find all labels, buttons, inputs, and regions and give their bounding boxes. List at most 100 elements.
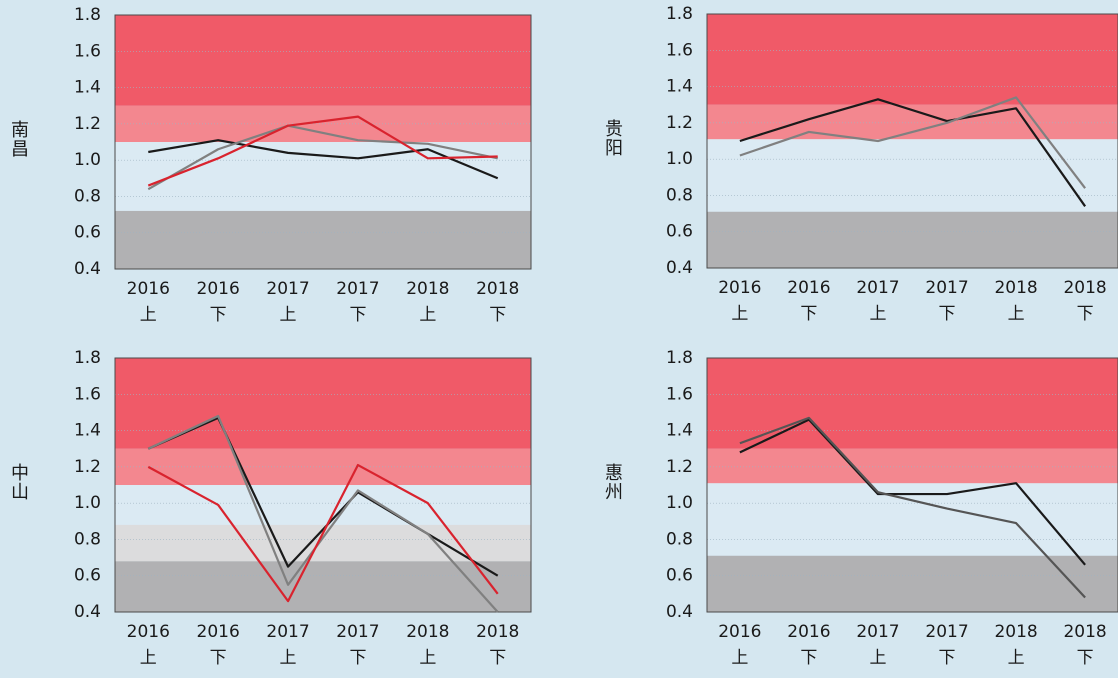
y-tick-label: 1.0 (74, 150, 101, 170)
y-tick-label: 1.6 (74, 41, 101, 61)
series-line (739, 98, 1087, 207)
x-tick-label: 2016 (718, 622, 761, 642)
x-tick-label: 2018 (1063, 278, 1106, 298)
series-line (147, 416, 499, 577)
y-tick-label: 0.6 (666, 566, 693, 586)
y-tick-label: 0.6 (666, 222, 693, 242)
series-line (147, 414, 499, 613)
band (115, 210, 531, 269)
x-tick-label: 2017 (925, 622, 968, 642)
y-tick-label: 0.8 (666, 529, 693, 549)
y-tick-label: 1.2 (666, 113, 693, 133)
x-tick-label: 2016 (197, 279, 240, 299)
y-tick-label: 0.4 (74, 602, 101, 622)
x-tick-label: 2018 (994, 278, 1037, 298)
x-tick-label: 上 (140, 648, 157, 668)
series-line (739, 418, 1086, 566)
x-tick-label: 2017 (925, 278, 968, 298)
y-tick-label: 0.8 (74, 186, 101, 206)
x-tick-label: 上 (869, 648, 886, 668)
x-tick-label: 下 (349, 648, 366, 668)
x-tick-label: 下 (489, 648, 506, 668)
x-tick-label: 下 (800, 648, 817, 668)
y-tick-label: 1.2 (666, 457, 693, 477)
y-tick-label: 0.6 (74, 223, 101, 243)
x-tick-label: 2018 (476, 279, 519, 299)
y-tick-label: 0.8 (74, 529, 101, 549)
y-tick-label: 1.8 (74, 348, 101, 368)
x-tick-label: 2017 (856, 278, 899, 298)
series-line (148, 139, 499, 180)
y-tick-label: 1.8 (666, 4, 693, 24)
x-tick-label: 2016 (787, 622, 830, 642)
band (115, 561, 531, 612)
x-tick-label: 下 (939, 648, 956, 668)
y-tick-label: 1.2 (74, 114, 101, 134)
x-tick-label: 上 (1008, 648, 1025, 668)
y-tick-label: 1.6 (666, 384, 693, 404)
plot-frame (706, 13, 1118, 269)
chart-title: 惠州 (602, 463, 623, 501)
y-tick-label: 0.4 (74, 259, 101, 279)
x-tick-label: 2017 (336, 622, 379, 642)
y-tick-label: 1.6 (74, 384, 101, 404)
series-line (739, 96, 1086, 189)
y-tick-label: 1.4 (666, 421, 693, 441)
y-tick-label: 1.0 (666, 493, 693, 513)
x-tick-label: 上 (731, 304, 748, 324)
series-line (739, 416, 1086, 599)
band (707, 358, 1118, 449)
x-tick-label: 下 (1077, 648, 1094, 668)
chart-title: 中山 (8, 463, 29, 501)
band (707, 555, 1118, 612)
x-tick-label: 上 (419, 648, 436, 668)
y-tick-label: 1.2 (74, 457, 101, 477)
chart-title: 贵阳 (602, 119, 623, 157)
x-tick-label: 2017 (856, 622, 899, 642)
x-tick-label: 上 (869, 304, 886, 324)
plot-frame (114, 14, 532, 270)
y-tick-label: 1.8 (74, 5, 101, 25)
band (707, 448, 1118, 484)
x-tick-label: 下 (489, 305, 506, 325)
y-tick-label: 0.4 (666, 258, 693, 278)
x-tick-label: 2018 (994, 622, 1037, 642)
x-tick-label: 2018 (1063, 622, 1106, 642)
y-tick-label: 1.4 (666, 77, 693, 97)
series-line (147, 124, 498, 191)
y-tick-label: 1.4 (74, 421, 101, 441)
series-line (147, 463, 499, 603)
y-tick-label: 0.6 (74, 566, 101, 586)
x-tick-label: 2017 (266, 622, 309, 642)
x-tick-label: 上 (280, 305, 297, 325)
y-tick-label: 1.4 (74, 78, 101, 98)
plot-frame (706, 357, 1118, 613)
x-tick-label: 2018 (406, 622, 449, 642)
x-tick-label: 下 (349, 305, 366, 325)
x-tick-label: 2017 (266, 279, 309, 299)
x-tick-label: 2016 (127, 622, 170, 642)
x-tick-label: 2016 (718, 278, 761, 298)
x-tick-label: 2016 (787, 278, 830, 298)
plot-frame (114, 357, 532, 613)
band (115, 15, 531, 106)
x-tick-label: 2018 (406, 279, 449, 299)
band (707, 14, 1118, 105)
y-tick-label: 0.8 (666, 185, 693, 205)
x-tick-label: 下 (210, 305, 227, 325)
x-tick-label: 2018 (476, 622, 519, 642)
y-tick-label: 1.6 (666, 40, 693, 60)
y-tick-label: 1.0 (74, 493, 101, 513)
x-tick-label: 上 (731, 648, 748, 668)
y-tick-label: 0.4 (666, 602, 693, 622)
y-tick-label: 1.0 (666, 149, 693, 169)
chart-title: 南昌 (8, 120, 29, 158)
x-tick-label: 2016 (197, 622, 240, 642)
x-tick-label: 上 (1008, 304, 1025, 324)
band (707, 211, 1118, 268)
x-tick-label: 上 (419, 305, 436, 325)
series-line (147, 115, 498, 187)
x-tick-label: 下 (1077, 304, 1094, 324)
x-tick-label: 下 (800, 304, 817, 324)
